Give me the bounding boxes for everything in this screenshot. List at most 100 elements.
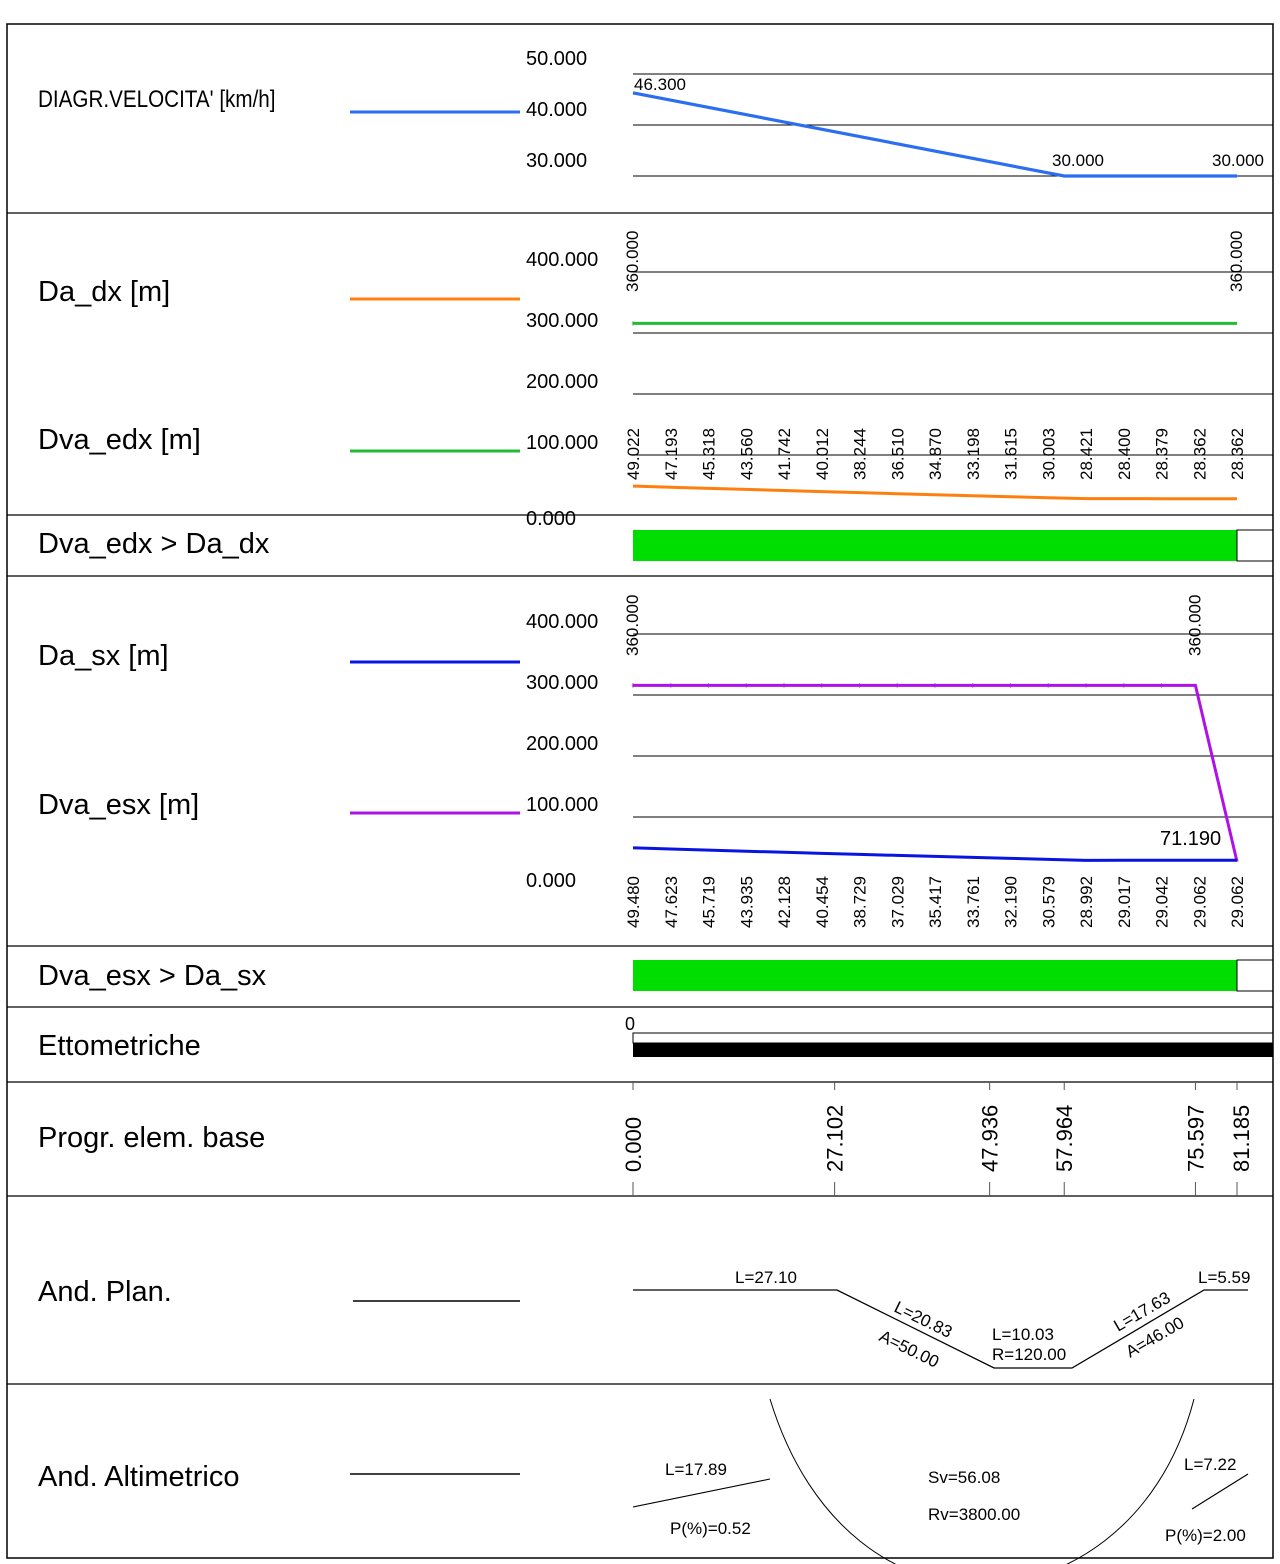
alt-label: P(%)=0.52 (670, 1519, 751, 1538)
gridlines (633, 73, 1273, 818)
progr-label: 0.000 (621, 1117, 646, 1172)
da-sx-value-label: 45.719 (700, 876, 719, 928)
alt-label: Sv=56.08 (928, 1468, 1000, 1487)
da-sx-value-label: 35.417 (926, 876, 945, 928)
progr-label: 47.936 (978, 1105, 1003, 1172)
dist-y-tick: 200.000 (526, 733, 598, 755)
y-tick-labels: 50.000 40.000 30.000 400.000 300.000 200.000 1… (526, 48, 598, 892)
dva-edx-value-label: 360.000 (1227, 231, 1246, 292)
check-sx-remainder (1236, 959, 1274, 992)
vel-y-tick: 30.000 (526, 150, 587, 172)
ettometriche-bar (633, 1043, 1273, 1057)
da-sx-value-label: 37.029 (888, 876, 907, 928)
vertical-alignment: L=17.89 P(%)=0.52 Sv=56.08 Rv=3800.00 L=7.22… (632, 1398, 1249, 1564)
progr-label: Progr. elem. base (38, 1122, 266, 1154)
da-sx-value-label: 43.935 (737, 876, 756, 928)
plan-label: L=5.59 (1198, 1268, 1250, 1287)
dva-esx-value-label: 360.000 (623, 595, 642, 656)
dist-y-tick: 400.000 (526, 611, 598, 633)
and-plan-label: And. Plan. (38, 1276, 172, 1308)
dist-y-tick: 0.000 (526, 508, 576, 530)
da-sx-value-label: 29.062 (1228, 876, 1247, 928)
da-dx-value-label: 38.244 (851, 428, 870, 480)
plan-label: R=120.00 (992, 1345, 1066, 1364)
ettometriche-outline (632, 1032, 1274, 1044)
da-sx-value-label: 29.062 (1190, 876, 1209, 928)
da-sx-value-label: 40.454 (813, 876, 832, 928)
da-dx-value-label: 30.003 (1039, 428, 1058, 480)
progr-label: 81.185 (1229, 1105, 1254, 1172)
da-dx-value-label: 43.560 (737, 428, 756, 480)
da-dx-label: Da_dx [m] (38, 276, 171, 308)
check-sx-bar (633, 960, 1237, 991)
da-sx-value-label: 42.128 (775, 876, 794, 928)
da-sx-value-label: 47.623 (662, 876, 681, 928)
da-sx-line (632, 846, 1237, 862)
da-dx-value-label: 47.193 (662, 428, 681, 480)
da-dx-value-label: 36.510 (888, 428, 907, 480)
dist-y-tick: 100.000 (526, 794, 598, 816)
alt-vertical-curve (769, 1398, 1195, 1564)
da-dx-value-label: 34.870 (926, 428, 945, 480)
alt-grade-right (1191, 1473, 1249, 1510)
da-sx-value-label: 33.761 (964, 876, 983, 928)
alt-label: Rv=3800.00 (928, 1505, 1020, 1524)
dva-esx-value-label: 360.000 (1185, 595, 1204, 656)
da-dx-value-label: 31.615 (1002, 428, 1021, 480)
check-dx-bar (633, 530, 1237, 561)
da-sx-value-label: 30.579 (1039, 876, 1058, 928)
ettometriche-label: Ettometriche (38, 1030, 201, 1062)
da-dx-value-label: 28.421 (1077, 428, 1096, 480)
da-dx-line (632, 484, 1237, 501)
plan-label: L=10.03 (992, 1325, 1054, 1344)
check-dx-label: Dva_edx > Da_dx (38, 528, 270, 560)
da-dx-value-label: 40.012 (813, 428, 832, 480)
da-sx-value-label: 38.729 (851, 876, 870, 928)
dist-y-tick: 300.000 (526, 672, 598, 694)
dist-y-tick: 400.000 (526, 249, 598, 271)
da-sx-value-label: 49.480 (624, 876, 643, 928)
da-dx-value-label: 28.379 (1153, 428, 1172, 480)
dist-y-tick: 100.000 (526, 432, 598, 454)
ettometriche-zero: 0 (625, 1014, 635, 1034)
vel-label: 30.000 (1212, 151, 1264, 170)
dva-edx-label: Dva_edx [m] (38, 424, 201, 456)
dva-esx-label: Dva_esx [m] (38, 789, 200, 821)
da-dx-value-label: 28.400 (1115, 428, 1134, 480)
da-sx-value-label: 32.190 (1002, 876, 1021, 928)
da-dx-value-label: 49.022 (624, 428, 643, 480)
dva-esx-value-label: 71.190 (1160, 828, 1221, 850)
progr-label: 57.964 (1052, 1105, 1077, 1172)
check-dx-remainder (1236, 529, 1274, 562)
da-dx-value-label: 45.318 (700, 428, 719, 480)
da-dx-value-label: 28.362 (1228, 428, 1247, 480)
series-lines (632, 91, 1239, 862)
dist-y-tick: 300.000 (526, 310, 598, 332)
dist-y-tick: 200.000 (526, 371, 598, 393)
ettometriche-band: 0 (625, 1014, 1274, 1057)
alt-grade-left (632, 1478, 771, 1508)
alt-label: L=7.22 (1184, 1455, 1236, 1474)
alt-label: P(%)=2.00 (1165, 1526, 1246, 1545)
da-dx-value-label: 41.742 (775, 428, 794, 480)
plan-label: L=27.10 (735, 1268, 797, 1287)
progr-label: 75.597 (1183, 1105, 1208, 1172)
vel-label: 46.300 (634, 75, 686, 94)
da-dx-value-label: 33.198 (964, 428, 983, 480)
vel-label: 30.000 (1052, 151, 1104, 170)
progressive-axis: 0.000 27.102 47.936 57.964 75.597 81.185 (621, 1082, 1254, 1196)
and-alt-label: And. Altimetrico (38, 1461, 240, 1493)
progr-label: 27.102 (823, 1105, 848, 1172)
dva-edx-value-label: 360.000 (623, 231, 642, 292)
legend-swatches (350, 110, 520, 1475)
da-sx-value-label: 28.992 (1077, 876, 1096, 928)
da-sx-value-label: 29.042 (1153, 876, 1172, 928)
data-labels: 46.300 30.000 30.000 360.000 360.000 49.022 47… (623, 75, 1264, 928)
plan-alignment: L=27.10L=20.83A=50.00 L=10.03R=120.00L=17… (633, 1268, 1250, 1372)
plan-polyline (633, 1289, 1248, 1369)
velocity-line (632, 91, 1237, 178)
check-bars (633, 529, 1274, 992)
alt-label: L=17.89 (665, 1460, 727, 1479)
check-sx-label: Dva_esx > Da_sx (38, 960, 267, 992)
